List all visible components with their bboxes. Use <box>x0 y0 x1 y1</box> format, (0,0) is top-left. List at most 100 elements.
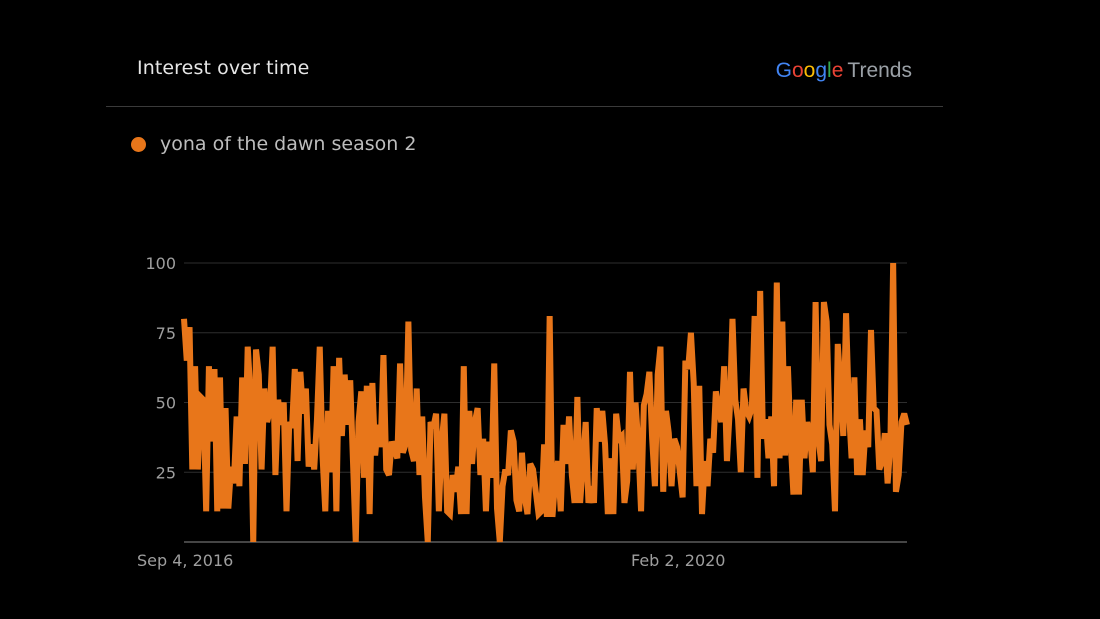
data-point[interactable] <box>651 438 653 440</box>
data-point[interactable] <box>463 365 465 367</box>
data-point[interactable] <box>219 376 221 378</box>
data-point[interactable] <box>776 281 778 283</box>
data-point[interactable] <box>515 499 517 501</box>
data-point[interactable] <box>302 412 304 414</box>
data-point[interactable] <box>260 468 262 470</box>
data-point[interactable] <box>327 410 329 412</box>
data-point[interactable] <box>837 343 839 345</box>
data-point[interactable] <box>341 435 343 437</box>
data-point[interactable] <box>825 320 827 322</box>
data-point[interactable] <box>391 440 393 442</box>
data-point[interactable] <box>313 468 315 470</box>
data-point[interactable] <box>521 452 523 454</box>
data-point[interactable] <box>792 493 794 495</box>
data-point[interactable] <box>889 443 891 445</box>
data-point[interactable] <box>751 407 753 409</box>
data-point[interactable] <box>609 457 611 459</box>
data-point[interactable] <box>535 491 537 493</box>
data-point[interactable] <box>828 424 830 426</box>
data-point[interactable] <box>274 474 276 476</box>
data-point[interactable] <box>255 348 257 350</box>
data-point[interactable] <box>330 471 332 473</box>
data-point[interactable] <box>607 513 609 515</box>
data-point[interactable] <box>385 468 387 470</box>
data-point[interactable] <box>720 421 722 423</box>
data-point[interactable] <box>704 460 706 462</box>
data-point[interactable] <box>798 493 800 495</box>
data-point[interactable] <box>557 460 559 462</box>
data-point[interactable] <box>881 460 883 462</box>
data-point[interactable] <box>615 412 617 414</box>
data-point[interactable] <box>410 449 412 451</box>
data-point[interactable] <box>471 463 473 465</box>
data-point[interactable] <box>208 365 210 367</box>
data-point[interactable] <box>235 415 237 417</box>
data-point[interactable] <box>546 516 548 518</box>
data-point[interactable] <box>510 429 512 431</box>
data-point[interactable] <box>490 477 492 479</box>
data-point[interactable] <box>288 421 290 423</box>
data-point[interactable] <box>731 318 733 320</box>
data-point[interactable] <box>598 440 600 442</box>
data-point[interactable] <box>668 432 670 434</box>
data-point[interactable] <box>305 387 307 389</box>
data-point[interactable] <box>576 396 578 398</box>
data-point[interactable] <box>767 457 769 459</box>
data-point[interactable] <box>379 446 381 448</box>
data-point[interactable] <box>388 474 390 476</box>
data-point[interactable] <box>850 457 852 459</box>
data-point[interactable] <box>618 438 620 440</box>
data-point[interactable] <box>809 435 811 437</box>
data-point[interactable] <box>537 513 539 515</box>
data-point[interactable] <box>587 502 589 504</box>
data-point[interactable] <box>424 496 426 498</box>
data-point[interactable] <box>244 463 246 465</box>
data-point[interactable] <box>296 460 298 462</box>
data-point[interactable] <box>238 485 240 487</box>
data-point[interactable] <box>859 418 861 420</box>
data-point[interactable] <box>332 365 334 367</box>
data-point[interactable] <box>247 346 249 348</box>
data-point[interactable] <box>676 446 678 448</box>
data-point[interactable] <box>460 513 462 515</box>
data-point[interactable] <box>831 443 833 445</box>
data-point[interactable] <box>906 424 908 426</box>
data-point[interactable] <box>573 502 575 504</box>
data-point[interactable] <box>897 474 899 476</box>
data-point[interactable] <box>903 412 905 414</box>
data-point[interactable] <box>321 454 323 456</box>
data-point[interactable] <box>496 507 498 509</box>
data-point[interactable] <box>773 485 775 487</box>
data-point[interactable] <box>817 438 819 440</box>
data-point[interactable] <box>742 387 744 389</box>
data-point[interactable] <box>457 465 459 467</box>
data-point[interactable] <box>324 510 326 512</box>
data-point[interactable] <box>873 407 875 409</box>
data-point[interactable] <box>222 507 224 509</box>
data-point[interactable] <box>377 424 379 426</box>
data-point[interactable] <box>848 407 850 409</box>
data-point[interactable] <box>656 373 658 375</box>
data-point[interactable] <box>648 371 650 373</box>
data-point[interactable] <box>357 421 359 423</box>
data-point[interactable] <box>845 312 847 314</box>
data-point[interactable] <box>449 513 451 515</box>
data-point[interactable] <box>183 318 185 320</box>
data-point[interactable] <box>884 432 886 434</box>
data-point[interactable] <box>285 510 287 512</box>
data-point[interactable] <box>878 468 880 470</box>
data-point[interactable] <box>612 513 614 515</box>
data-point[interactable] <box>343 373 345 375</box>
data-point[interactable] <box>834 510 836 512</box>
data-point[interactable] <box>654 485 656 487</box>
data-point[interactable] <box>271 346 273 348</box>
data-point[interactable] <box>432 426 434 428</box>
data-point[interactable] <box>551 516 553 518</box>
data-point[interactable] <box>363 477 365 479</box>
data-point[interactable] <box>812 471 814 473</box>
data-point[interactable] <box>762 438 764 440</box>
data-point[interactable] <box>864 429 866 431</box>
data-point[interactable] <box>191 468 193 470</box>
data-point[interactable] <box>571 474 573 476</box>
